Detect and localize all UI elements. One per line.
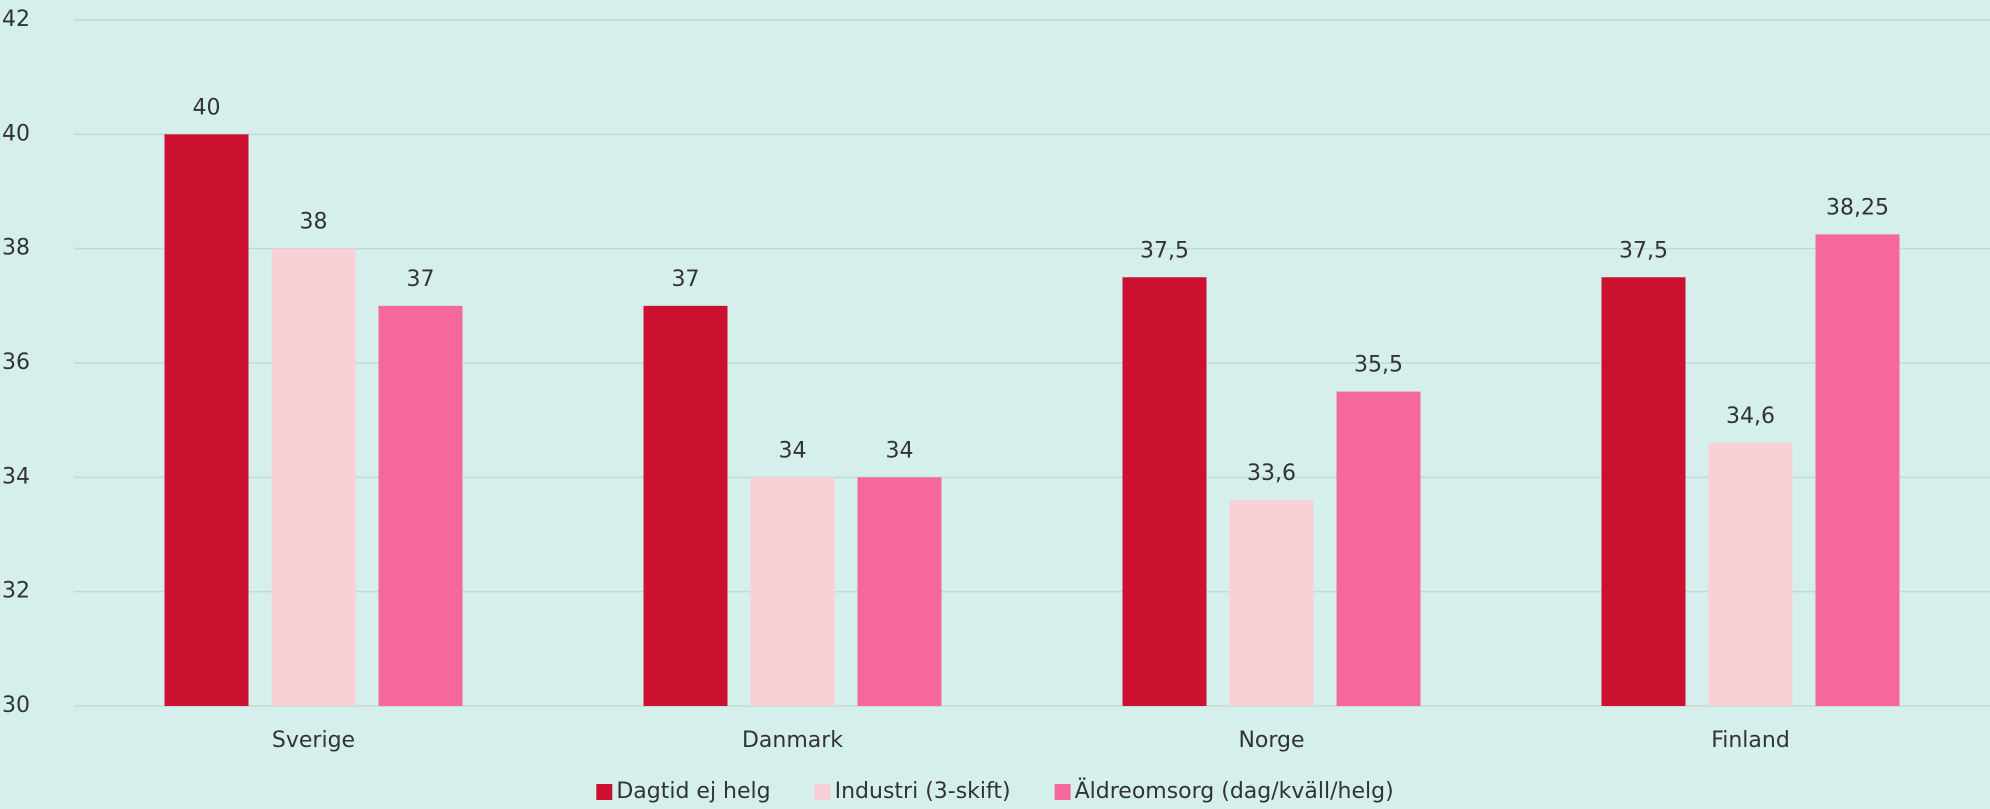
legend-swatch (1054, 784, 1071, 800)
bar (271, 248, 356, 706)
x-tick-label: Sverige (272, 728, 355, 753)
bar (378, 305, 463, 706)
y-tick-label: 42 (2, 7, 30, 32)
x-tick-label: Danmark (742, 728, 843, 753)
bar (1815, 234, 1900, 706)
value-label: 34 (886, 438, 914, 463)
bar (1122, 277, 1207, 706)
value-label: 33,6 (1247, 461, 1296, 486)
legend-label: Dagtid ej helg (616, 779, 770, 804)
legend-label: Äldreomsorg (dag/kväll/helg) (1075, 778, 1394, 804)
x-tick-label: Norge (1238, 728, 1304, 753)
value-label: 37,5 (1619, 238, 1668, 263)
bar (643, 305, 728, 706)
bar (1708, 443, 1793, 706)
y-tick-label: 34 (2, 464, 30, 489)
value-label: 37 (407, 267, 435, 292)
y-tick-label: 36 (2, 350, 30, 375)
legend-swatch (596, 784, 613, 800)
value-label: 38,25 (1826, 195, 1889, 220)
value-label: 40 (193, 95, 221, 120)
y-tick-label: 38 (2, 236, 30, 261)
value-label: 34 (779, 438, 807, 463)
legend-swatch (814, 784, 831, 800)
value-label: 34,6 (1726, 404, 1775, 429)
bar (857, 477, 942, 706)
y-tick-label: 40 (2, 121, 30, 146)
value-label: 37 (672, 267, 700, 292)
bar (164, 134, 249, 707)
y-tick-label: 30 (2, 693, 30, 718)
value-label: 35,5 (1354, 353, 1403, 378)
y-tick-label: 32 (2, 579, 30, 604)
value-label: 38 (300, 210, 328, 235)
bar (1336, 391, 1421, 706)
bar (1229, 500, 1314, 706)
legend-label: Industri (3-skift) (835, 779, 1011, 804)
value-label: 37,5 (1140, 238, 1189, 263)
bar (750, 477, 835, 706)
x-tick-label: Finland (1711, 728, 1790, 753)
bar (1601, 277, 1686, 706)
